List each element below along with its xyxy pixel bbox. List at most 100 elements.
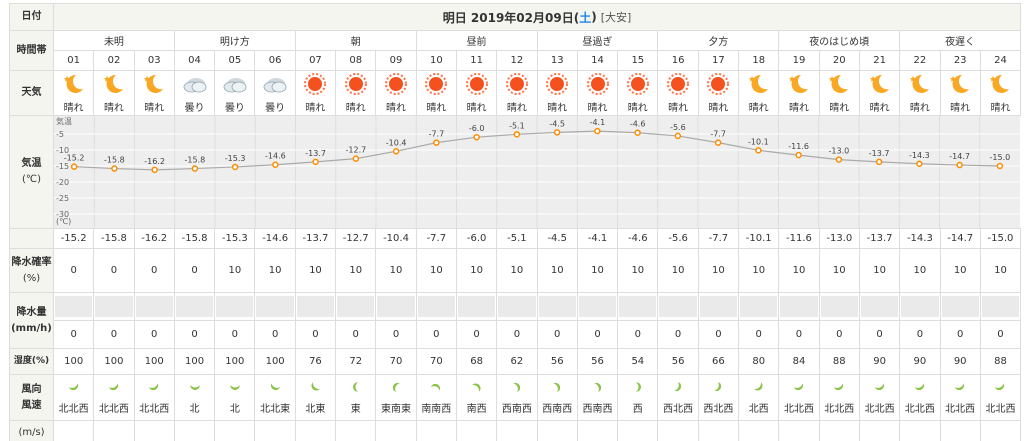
wind-arrow-icon [550,380,564,400]
precip-bar [296,296,335,317]
humidity-value: 100 [255,349,296,374]
humidity-value: 84 [779,349,820,374]
wind-cell: 北 [175,375,216,420]
pop-value: 10 [578,249,619,292]
hour-cell: 24 [981,51,1022,70]
weather-text: 晴れ [426,103,447,114]
hour-cell: 06 [255,51,296,70]
precip-bar-cell [618,293,659,320]
wind-speed-cell [215,421,256,441]
humidity-value: 80 [739,349,780,374]
wind-row: 風向 風速 北北西 北北西 北北西北北北北東 北東東東南東 南南西 南西 西南西 西南西 西南西西… [9,375,1022,421]
temp-point [755,147,762,154]
temp-data-label: -7.7 [710,130,726,139]
humidity-value: 56 [658,349,699,374]
y-tick-label: -25 [56,194,69,203]
wind-arrow-icon [671,380,685,400]
humidity-value: 90 [900,349,941,374]
precip-bar [135,296,173,317]
wind-cell: 南南西 [417,375,457,420]
temp-data-label: -15.8 [185,156,206,165]
wind-speed-cell [860,421,901,441]
pop-value: 10 [618,249,659,292]
wind-arrow-icon [107,380,121,400]
temp-value: -5.1 [497,229,538,248]
wind-arrow-icon [510,380,524,400]
precip-bar [55,296,93,317]
precip-value: 0 [135,321,175,348]
weather-text: 晴れ [708,103,729,114]
wind-dir-text: 北 [229,404,240,415]
precip-bar-cell [538,293,578,320]
weather-cell: 晴れ [417,71,457,115]
temp-point [634,129,641,136]
wind-cell: 北北西 [860,375,901,420]
hour-cell: 01 [54,51,95,70]
wind-speed-cell [941,421,981,441]
temp-data-label: -7.7 [429,130,445,139]
temp-value: -7.7 [417,229,457,248]
weather-cell: 晴れ [739,71,780,115]
temp-value: -14.7 [941,229,981,248]
wind-dir-text: 西北西 [663,404,694,415]
precip-value: 0 [255,321,296,348]
precip-bar [457,296,496,317]
precip-bar [578,296,617,317]
temp-data-label: -13.0 [829,147,850,156]
weather-cell: 曇り [255,71,296,115]
wind-dir-text: 北北東 [260,404,291,415]
temp-data-label: -12.7 [346,146,367,155]
weather-cell: 晴れ [618,71,659,115]
precip-value: 0 [215,321,256,348]
wind-speed-cell [457,421,498,441]
temp-data-label: -15.3 [225,154,246,163]
wind-speed-cell [578,421,619,441]
wind-dir-text: 西南西 [501,404,532,415]
hour-cell: 16 [658,51,699,70]
period-cell: 昼過ぎ [538,31,659,50]
precip-bar-cell [296,293,337,320]
wind-dir-text: 北北西 [58,404,89,415]
precip-bar [417,296,455,317]
hour-cell: 11 [457,51,498,70]
precip-bar-cell [94,293,135,320]
wind-speed-cell [779,421,820,441]
sun-icon [705,72,731,99]
temp-data-label: -4.6 [630,120,646,129]
temp-data-label: -11.6 [788,142,809,151]
humidity-value: 56 [538,349,578,374]
weather-cell: 曇り [215,71,256,115]
wind-arrow-icon [711,380,725,400]
temp-data-label: -15.0 [990,153,1011,162]
rokuyo: [大安] [600,11,632,24]
precip-bar [860,296,899,317]
moon-icon [947,72,973,99]
pop-value: 0 [135,249,175,292]
hour-cell: 12 [497,51,538,70]
wind-arrow-icon [147,380,161,400]
temp-point [553,129,561,136]
weather-cell: 晴れ [497,71,538,115]
hour-cell: 04 [175,51,216,70]
moon-icon [907,72,933,99]
wind-dir-text: 南西 [466,404,487,415]
weather-cell: 晴れ [538,71,578,115]
weather-text: 晴れ [345,103,366,114]
wind-arrow-icon [268,380,282,400]
weather-cell: 晴れ [981,71,1022,115]
pop-value: 10 [820,249,860,292]
precip-bar [901,296,939,317]
wind-cell: 西北西 [658,375,699,420]
weather-text: 晴れ [627,103,648,114]
moon-icon [61,72,87,99]
wind-dir-text: 北北西 [864,404,895,415]
temp-value: -4.6 [618,229,659,248]
wind-dir-text: 北西 [748,404,769,415]
weather-text: 晴れ [386,103,407,114]
precip-bar-cell [376,293,417,320]
pop-value: 10 [296,249,337,292]
sun-icon [423,72,449,99]
sun-icon [464,72,490,99]
precip-bar-cell [779,293,820,320]
